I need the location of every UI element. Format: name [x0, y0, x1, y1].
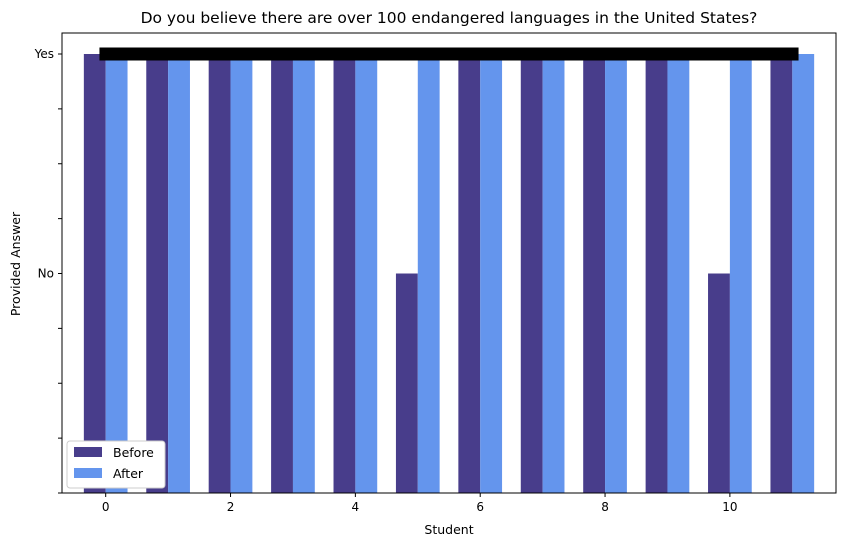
bar-after-10: [729, 54, 752, 493]
bar-before-0: [83, 54, 106, 493]
bar-before-4: [333, 54, 356, 493]
bar-before-2: [208, 54, 231, 493]
bar-before-6: [458, 54, 481, 493]
x-tick-label-6: 6: [476, 500, 484, 514]
legend-swatch-after: [74, 468, 102, 478]
bar-before-7: [520, 54, 543, 493]
bar-before-10: [708, 273, 730, 493]
y-tick-label-no: No: [38, 267, 54, 281]
bar-after-6: [480, 54, 503, 493]
bar-after-7: [542, 54, 565, 493]
y-axis-label: Provided Answer: [8, 211, 23, 316]
bar-after-3: [292, 54, 315, 493]
legend-label-after: After: [113, 466, 144, 481]
chart-title: Do you believe there are over 100 endang…: [141, 9, 758, 27]
legend-label-before: Before: [113, 445, 154, 460]
bar-after-8: [605, 54, 627, 493]
bar-after-5: [417, 54, 440, 493]
bar-after-0: [105, 54, 128, 493]
bar-before-3: [271, 54, 293, 493]
bar-after-11: [792, 54, 815, 493]
legend: Before After: [66, 440, 166, 489]
x-tick-label-2: 2: [227, 500, 235, 514]
bar-before-1: [146, 54, 169, 493]
bar-before-11: [770, 54, 793, 493]
x-axis-label: Student: [424, 522, 473, 537]
bar-after-4: [355, 54, 378, 493]
bar-after-1: [168, 54, 190, 493]
plot-frame: [61, 32, 837, 494]
bar-before-5: [395, 273, 418, 493]
x-tick-label-8: 8: [601, 500, 609, 514]
bar-before-9: [645, 54, 668, 493]
y-tick-label-yes: Yes: [34, 47, 54, 61]
bar-after-2: [230, 54, 253, 493]
legend-swatch-before: [74, 447, 102, 457]
x-tick-label-0: 0: [102, 500, 110, 514]
y-axis-ticks: No Yes: [34, 47, 62, 494]
x-tick-label-4: 4: [352, 500, 360, 514]
bar-after-9: [667, 54, 690, 493]
bar-before-8: [583, 54, 606, 493]
bars-group: [83, 54, 815, 493]
x-axis-ticks: 0 2 4 6 8 10: [102, 493, 738, 514]
x-tick-label-10: 10: [722, 500, 737, 514]
